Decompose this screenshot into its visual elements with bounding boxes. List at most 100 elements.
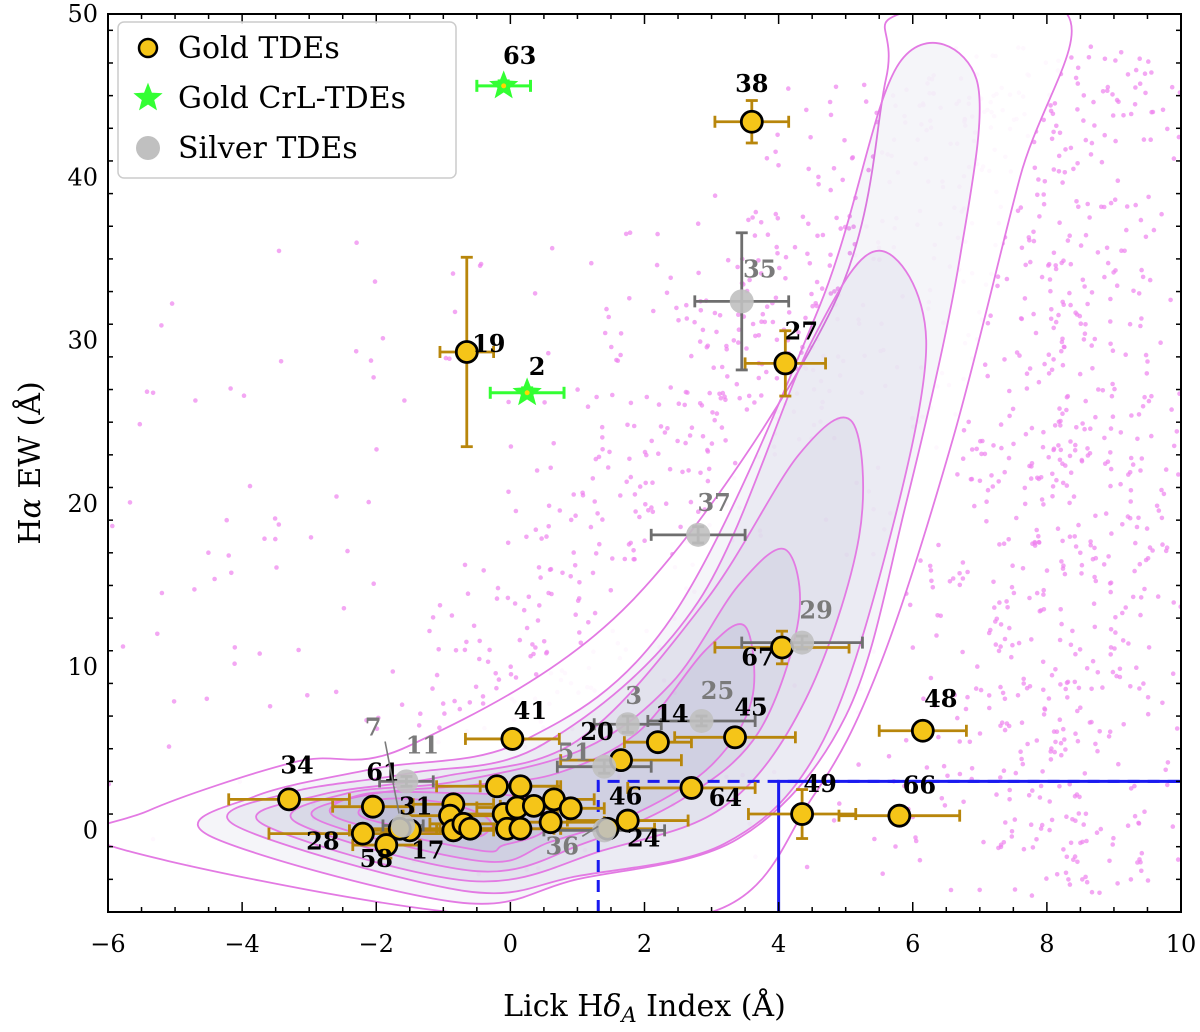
galaxy-point <box>159 323 164 328</box>
galaxy-point <box>717 313 723 318</box>
galaxy-point <box>918 558 923 563</box>
galaxy-point <box>913 838 919 844</box>
galaxy-point <box>1064 407 1069 413</box>
galaxy-point <box>1017 353 1022 358</box>
galaxy-point <box>1143 352 1149 358</box>
galaxy-point <box>544 534 549 539</box>
galaxy-point <box>1057 406 1062 411</box>
galaxy-point <box>228 386 233 391</box>
galaxy-point <box>1145 556 1151 561</box>
x-axis-label: Lick HδA Index (Å) <box>503 988 786 1027</box>
galaxy-point <box>668 385 673 390</box>
galaxy-point <box>1020 761 1026 767</box>
galaxy-point <box>764 156 770 161</box>
galaxy-point <box>773 149 778 155</box>
selection-regions <box>596 779 1181 912</box>
tde-id-label: 61 <box>366 758 399 787</box>
galaxy-point <box>658 424 664 429</box>
galaxy-point <box>1067 781 1072 787</box>
galaxy-point <box>1165 782 1170 788</box>
galaxy-point <box>1060 480 1066 486</box>
galaxy-point <box>1037 608 1043 614</box>
galaxy-point <box>1159 515 1165 521</box>
galaxy-point <box>1171 156 1177 161</box>
galaxy-point <box>1036 379 1042 385</box>
galaxy-point <box>1056 312 1061 318</box>
galaxy-point <box>861 82 867 88</box>
galaxy-point <box>686 468 691 473</box>
galaxy-point <box>698 470 703 476</box>
galaxy-point <box>725 257 731 263</box>
galaxy-point <box>1083 398 1088 404</box>
galaxy-point <box>1120 522 1125 527</box>
galaxy-point <box>1074 199 1079 204</box>
galaxy-point <box>996 648 1002 654</box>
galaxy-point <box>1009 584 1015 590</box>
galaxy-point <box>1148 137 1153 142</box>
galaxy-point <box>333 689 339 695</box>
galaxy-point <box>700 434 706 439</box>
galaxy-point <box>380 336 386 341</box>
galaxy-point <box>987 705 992 711</box>
galaxy-point <box>1082 771 1088 776</box>
galaxy-point <box>927 563 933 569</box>
silver-tde-marker <box>790 630 815 655</box>
galaxy-point <box>995 274 1001 280</box>
tde-id-label: 63 <box>503 41 536 70</box>
galaxy-point <box>1146 645 1152 650</box>
galaxy-point <box>1090 366 1095 371</box>
galaxy-point <box>1113 268 1118 273</box>
galaxy-point <box>541 639 547 644</box>
galaxy-point <box>991 443 996 448</box>
galaxy-point <box>1001 840 1007 845</box>
galaxy-point <box>1117 666 1123 672</box>
galaxy-point <box>985 320 991 326</box>
galaxy-point <box>592 610 598 616</box>
galaxy-point <box>1058 447 1064 453</box>
galaxy-point <box>1142 809 1147 814</box>
tde-id-label: 37 <box>697 488 730 517</box>
galaxy-point <box>803 315 808 321</box>
galaxy-point <box>631 548 636 553</box>
galaxy-point <box>585 404 591 410</box>
tde-id-label: 34 <box>280 750 313 779</box>
galaxy-point <box>1127 321 1133 327</box>
galaxy-point <box>1002 469 1007 475</box>
galaxy-point <box>1031 238 1037 244</box>
galaxy-point <box>610 392 615 398</box>
galaxy-point <box>977 478 983 484</box>
x-tick-label: −2 <box>359 930 394 958</box>
galaxy-point <box>807 261 813 266</box>
galaxy-point <box>1163 467 1169 472</box>
galaxy-point <box>737 395 742 401</box>
galaxy-point <box>1001 541 1007 546</box>
galaxy-point <box>1068 840 1074 846</box>
galaxy-point <box>1032 165 1038 171</box>
galaxy-point <box>1029 425 1035 431</box>
galaxy-point <box>1092 545 1097 551</box>
galaxy-point <box>1108 426 1114 431</box>
galaxy-point <box>1110 842 1115 847</box>
galaxy-point <box>804 864 810 870</box>
galaxy-point <box>1083 322 1088 327</box>
galaxy-point <box>631 423 637 429</box>
galaxy-point <box>723 438 728 443</box>
galaxy-point <box>827 263 833 268</box>
legend-marker-silver <box>136 136 160 160</box>
galaxy-point <box>907 602 913 608</box>
legend-label-gold: Gold TDEs <box>178 31 340 66</box>
galaxy-point <box>1132 783 1137 789</box>
galaxy-point <box>1021 681 1026 686</box>
galaxy-point <box>546 503 552 509</box>
galaxy-point <box>1009 834 1015 839</box>
galaxy-point <box>1022 296 1028 301</box>
galaxy-point <box>1105 88 1110 93</box>
galaxy-point <box>1175 857 1181 862</box>
galaxy-point <box>1080 839 1085 845</box>
galaxy-point <box>1098 826 1104 832</box>
galaxy-point <box>452 309 458 315</box>
galaxy-point <box>724 347 729 352</box>
galaxy-point <box>750 321 756 327</box>
galaxy-point <box>1128 455 1134 461</box>
galaxy-point <box>1139 850 1145 856</box>
